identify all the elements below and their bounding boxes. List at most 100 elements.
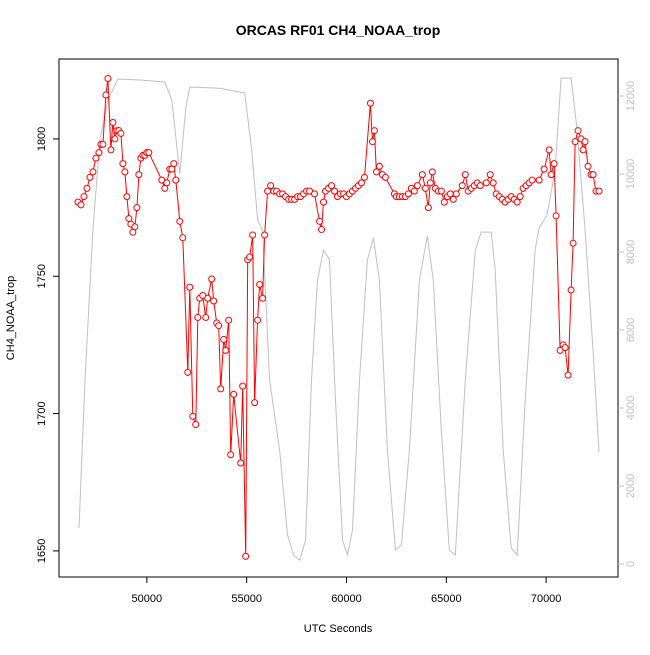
- data-point: [121, 168, 129, 176]
- data-point: [486, 171, 494, 179]
- data-point: [179, 234, 187, 242]
- data-point: [264, 187, 272, 195]
- data-point: [267, 182, 275, 190]
- data-point: [489, 179, 497, 187]
- data-point: [256, 280, 264, 288]
- data-point: [535, 176, 543, 184]
- data-point: [516, 193, 524, 201]
- data-point: [513, 198, 521, 206]
- data-point: [230, 390, 238, 398]
- data-point: [80, 193, 88, 201]
- data-point: [184, 368, 192, 376]
- data-point: [581, 138, 589, 146]
- data-point: [192, 421, 200, 429]
- data-point: [552, 212, 560, 220]
- data-point: [446, 190, 454, 198]
- y2-tick-label: 4000: [625, 396, 637, 420]
- data-point: [545, 146, 553, 154]
- data-point: [482, 179, 490, 187]
- x-axis-label: UTC Seconds: [304, 623, 373, 635]
- data-point: [104, 75, 112, 83]
- data-point: [210, 297, 218, 305]
- data-point: [186, 283, 194, 291]
- data-point: [202, 313, 210, 321]
- y-tick-label: 1800: [36, 127, 48, 151]
- data-point: [119, 160, 127, 168]
- data-point: [246, 253, 254, 261]
- data-point: [242, 552, 250, 560]
- data-point: [428, 168, 436, 176]
- data-point: [109, 118, 117, 126]
- data-point: [215, 322, 223, 330]
- data-point: [360, 173, 368, 181]
- data-point: [259, 294, 267, 302]
- data-point: [225, 316, 233, 324]
- data-point: [176, 217, 184, 225]
- data-point: [111, 135, 119, 143]
- data-point: [368, 138, 376, 146]
- data-point: [320, 198, 328, 206]
- data-point: [540, 165, 548, 173]
- data-point: [584, 162, 592, 170]
- data-point: [86, 173, 94, 181]
- data-point: [261, 231, 269, 239]
- data-point: [372, 168, 380, 176]
- data-point: [357, 179, 365, 187]
- data-point: [404, 190, 412, 198]
- data-point: [426, 179, 434, 187]
- y-tick-label: 1700: [36, 401, 48, 425]
- y2-tick-label: 10000: [625, 159, 637, 190]
- data-point: [249, 231, 257, 239]
- data-point: [440, 198, 448, 206]
- data-point: [574, 127, 582, 135]
- data-point: [251, 399, 259, 407]
- data-point: [458, 182, 466, 190]
- plot-frame: [58, 58, 619, 578]
- data-point: [316, 217, 324, 225]
- data-point: [204, 294, 212, 302]
- series-line: [78, 77, 600, 561]
- y2-tick-label: 6000: [625, 318, 637, 342]
- data-point: [418, 171, 426, 179]
- data-point: [331, 187, 339, 195]
- data-point: [311, 190, 319, 198]
- y2-tick-label: 12000: [625, 81, 637, 112]
- data-point: [452, 190, 460, 198]
- x-tick-label: 65000: [431, 593, 462, 605]
- data-point: [595, 187, 603, 195]
- data-point: [370, 127, 378, 135]
- data-point: [92, 154, 100, 162]
- x-tick-label: 50000: [132, 593, 163, 605]
- data-point: [99, 140, 107, 148]
- data-point: [449, 195, 457, 203]
- y-tick-label: 1750: [36, 264, 48, 288]
- data-point: [589, 171, 597, 179]
- data-point: [217, 385, 225, 393]
- data-point: [89, 168, 97, 176]
- data-point: [95, 149, 103, 157]
- data-point: [375, 162, 383, 170]
- data-point: [172, 176, 180, 184]
- data-point: [117, 129, 125, 137]
- data-point: [107, 146, 115, 154]
- y-axis-label: CH4_NOAA_trop: [5, 276, 17, 360]
- data-point: [170, 160, 178, 168]
- data-point: [328, 182, 336, 190]
- x-tick-label: 70000: [531, 593, 562, 605]
- x-tick-label: 55000: [231, 593, 262, 605]
- data-point: [476, 182, 484, 190]
- data-point: [135, 171, 143, 179]
- data-point: [237, 459, 245, 467]
- data-point: [131, 223, 139, 231]
- data-point: [163, 179, 171, 187]
- data-point: [528, 176, 536, 184]
- data-point: [220, 335, 228, 343]
- x-tick-label: 60000: [331, 593, 362, 605]
- data-point: [461, 171, 469, 179]
- data-point: [381, 173, 389, 181]
- data-point: [366, 99, 374, 107]
- data-point: [567, 286, 575, 294]
- data-point: [77, 201, 85, 209]
- data-point: [133, 204, 141, 212]
- data-point: [571, 138, 579, 146]
